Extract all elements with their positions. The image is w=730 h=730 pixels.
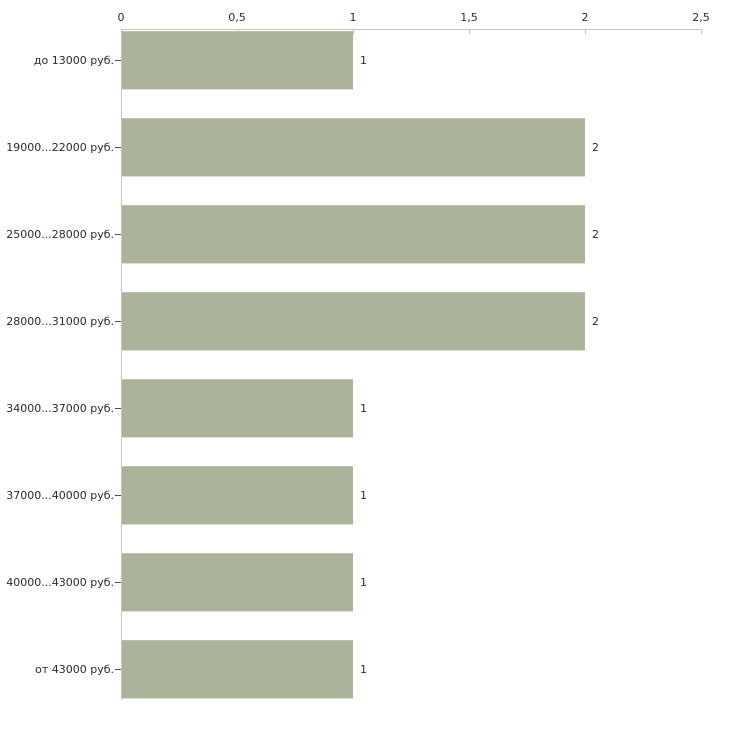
category-tick-mark bbox=[115, 147, 121, 148]
x-tick-label: 0,5 bbox=[228, 11, 246, 24]
bar-value-label: 1 bbox=[360, 54, 367, 67]
bar-value-label: 2 bbox=[592, 141, 599, 154]
x-tick-mark bbox=[585, 29, 586, 34]
bar-value-label: 1 bbox=[360, 489, 367, 502]
x-tick-label: 1 bbox=[349, 11, 357, 24]
category-label: 40000...43000 руб. bbox=[6, 576, 114, 589]
bar bbox=[122, 640, 353, 699]
bar-value-label: 2 bbox=[592, 315, 599, 328]
x-axis-line bbox=[121, 29, 702, 30]
y-axis-line bbox=[121, 29, 122, 700]
category-label: 19000...22000 руб. bbox=[6, 141, 114, 154]
category-label: 25000...28000 руб. bbox=[6, 228, 114, 241]
bar bbox=[122, 553, 353, 612]
bar-value-label: 1 bbox=[360, 663, 367, 676]
category-label: 34000...37000 руб. bbox=[6, 402, 114, 415]
category-tick-mark bbox=[115, 234, 121, 235]
x-tick-label: 1,5 bbox=[460, 11, 478, 24]
x-tick-mark bbox=[121, 29, 122, 34]
bar bbox=[122, 31, 353, 90]
x-tick-mark bbox=[701, 29, 702, 34]
category-tick-mark bbox=[115, 408, 121, 409]
x-tick-label: 2,5 bbox=[692, 11, 710, 24]
bar-value-label: 1 bbox=[360, 576, 367, 589]
category-label: 28000...31000 руб. bbox=[6, 315, 114, 328]
category-tick-mark bbox=[115, 582, 121, 583]
bar-value-label: 1 bbox=[360, 402, 367, 415]
category-label: до 13000 руб. bbox=[33, 54, 114, 67]
category-tick-mark bbox=[115, 495, 121, 496]
bar bbox=[122, 292, 585, 351]
category-tick-mark bbox=[115, 321, 121, 322]
bar bbox=[122, 379, 353, 438]
category-tick-mark bbox=[115, 60, 121, 61]
category-label: 37000...40000 руб. bbox=[6, 489, 114, 502]
x-tick-label: 0 bbox=[117, 11, 125, 24]
x-tick-label: 2 bbox=[581, 11, 589, 24]
bar-value-label: 2 bbox=[592, 228, 599, 241]
category-tick-mark bbox=[115, 669, 121, 670]
x-tick-mark bbox=[353, 29, 354, 34]
x-tick-mark bbox=[469, 29, 470, 34]
bar bbox=[122, 466, 353, 525]
bar bbox=[122, 118, 585, 177]
category-label: от 43000 руб. bbox=[35, 663, 114, 676]
bar bbox=[122, 205, 585, 264]
